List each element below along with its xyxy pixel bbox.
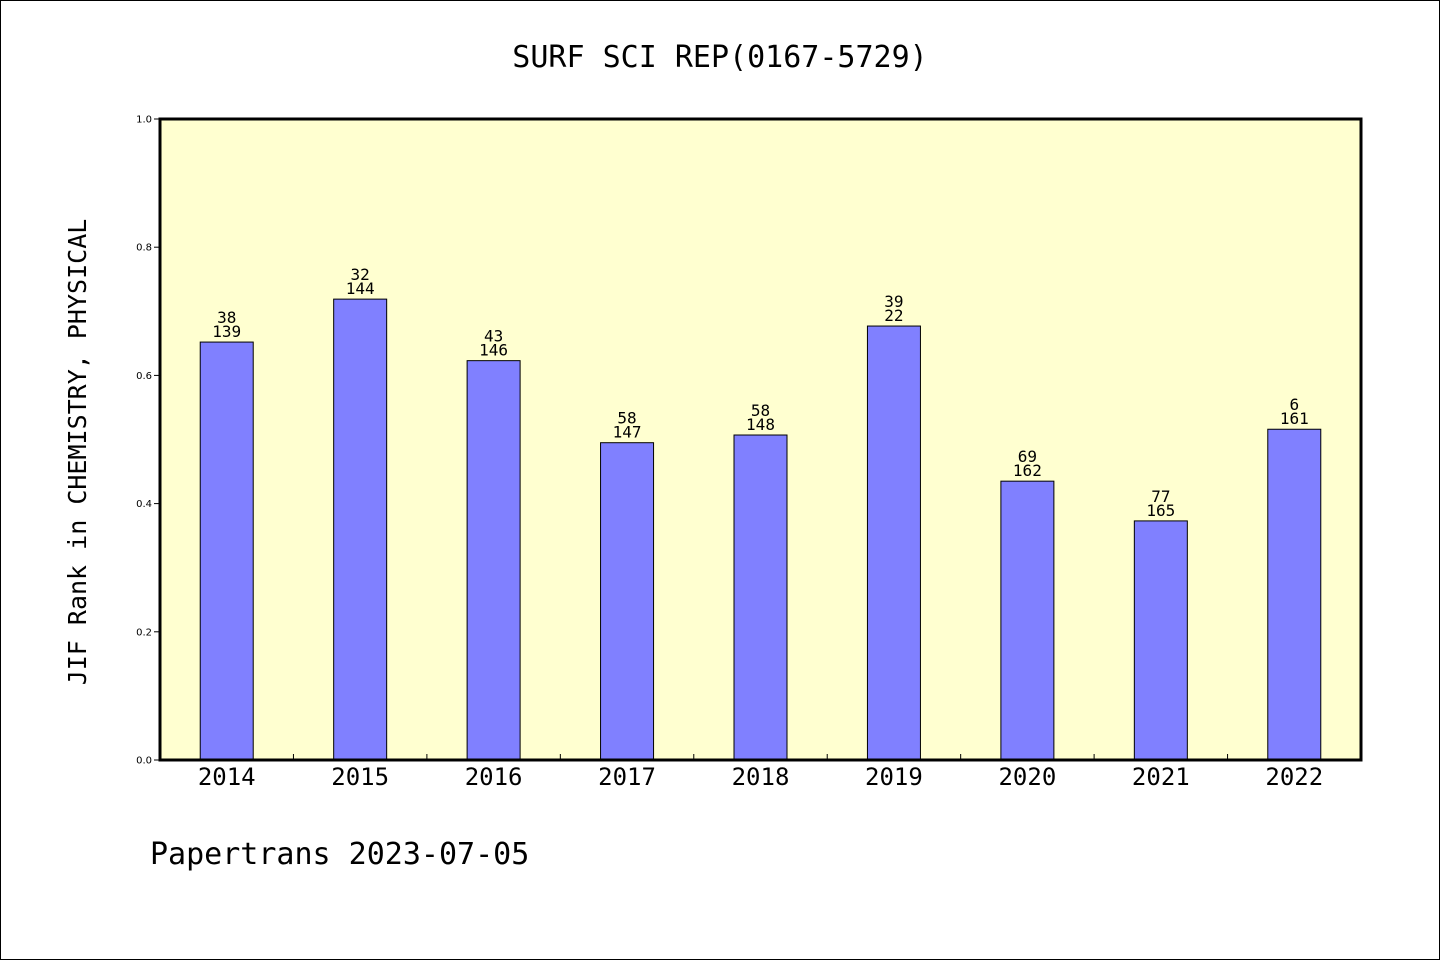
y-tick-label: 0.0 [136,756,152,767]
bar-label-top-2020: 69 [1018,447,1037,466]
y-tick-label: 1.0 [136,115,152,126]
x-tick-label-2019: 2019 [865,763,923,791]
bar-2018 [733,434,788,761]
bar-label-bottom-2017: 147 [613,423,642,442]
bar-label-top-2015: 32 [351,265,370,284]
bar-2021 [1133,520,1188,761]
y-axis-label: JIF Rank in CHEMISTRY, PHYSICAL [63,219,92,686]
bar-label-top-2022: 6 [1289,395,1299,414]
bar-2017 [600,442,655,761]
plot-border [158,117,1363,762]
bar-label-bottom-2019: 22 [884,306,903,325]
bar-label-bottom-2015: 144 [346,279,375,298]
bars-group [199,298,1322,761]
bar-2022 [1267,428,1322,761]
bar-label-top-2017: 58 [617,409,636,428]
x-tick-label-2021: 2021 [1132,763,1190,791]
bar-label-bottom-2021: 165 [1146,501,1175,520]
bar-label-bottom-2020: 162 [1013,461,1042,480]
bar-label-bottom-2022: 161 [1280,409,1309,428]
x-tick-label-2022: 2022 [1265,763,1323,791]
bar-label-top-2018: 58 [751,401,770,420]
y-tick-label: 0.6 [136,371,152,382]
x-axis: 2014 2015 2016 2017 2018 2019 2020 2021 2022 [198,754,1323,791]
footer-credit: Papertrans 2023-07-05 [150,837,529,872]
bar-label-bottom-2014: 139 [212,322,241,341]
x-tick-label-2020: 2020 [998,763,1056,791]
bar-2020 [1000,480,1055,761]
bar-2014 [199,341,254,761]
chart-title: SURF SCI REP(0167-5729) [512,40,927,75]
y-tick-label: 0.4 [136,499,152,510]
bar-label-bottom-2018: 148 [746,415,775,434]
bar-2015 [333,298,388,761]
y-tick-label: 0.8 [136,243,152,254]
bar-label-top-2019: 39 [884,292,903,311]
x-tick-label-2018: 2018 [732,763,790,791]
x-tick-label-2016: 2016 [465,763,523,791]
bar-label-top-2014: 38 [217,308,236,327]
bar-labels-group: 3813932144431465814758148392269162771656… [212,265,1308,520]
y-axis: 0.0 0.2 0.4 0.6 0.8 1.0 [136,115,160,767]
bar-label-bottom-2016: 146 [479,341,508,360]
y-tick-label: 0.2 [136,627,152,638]
bar-2019 [866,325,921,761]
bar-2016 [466,360,521,761]
x-tick-label-2015: 2015 [331,763,389,791]
bar-label-top-2021: 77 [1151,487,1170,506]
bar-label-top-2016: 43 [484,327,503,346]
x-tick-label-2014: 2014 [198,763,256,791]
x-tick-label-2017: 2017 [598,763,656,791]
